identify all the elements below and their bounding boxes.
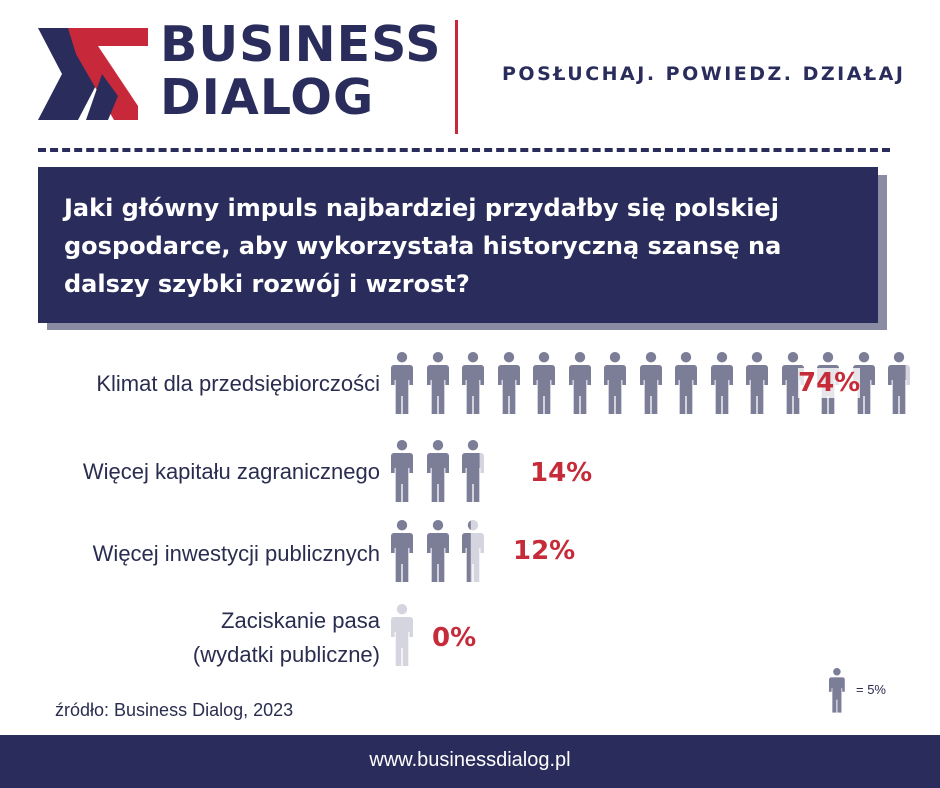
pictogram-person <box>710 352 733 419</box>
legend-text: = 5% <box>856 682 886 697</box>
person-icon <box>497 352 520 414</box>
category-label-line1: Zaciskanie pasa <box>221 608 380 633</box>
value-label: 12% <box>513 536 576 566</box>
person-icon <box>533 352 555 414</box>
tagline: POSŁUCHAJ. POWIEDZ. DZIAŁAJ <box>502 63 906 85</box>
person-icon <box>604 352 626 414</box>
value-label: 14% <box>530 458 593 488</box>
pictogram-person <box>391 352 413 419</box>
brand-line2: DIALOG <box>160 69 375 126</box>
category-label: Więcej kapitału zagranicznego <box>82 459 380 484</box>
person-icon <box>639 352 662 414</box>
header-divider <box>455 20 458 134</box>
person-icon <box>710 352 733 414</box>
person-icon <box>888 352 910 414</box>
person-icon <box>675 352 697 414</box>
source-note: źródło: Business Dialog, 2023 <box>55 700 294 720</box>
person-icon <box>829 668 845 713</box>
pictogram-person <box>533 352 555 419</box>
pictogram-person <box>391 604 413 671</box>
value-label: 0% <box>432 623 477 653</box>
brand-name: BUSINESS DIALOG <box>160 18 442 124</box>
person-icon <box>391 520 413 582</box>
person-icon <box>462 520 484 582</box>
category-label-line2: (wydatki publiczne) <box>192 642 380 667</box>
value-label: 74% <box>798 368 861 398</box>
brand-line1: BUSINESS <box>160 16 442 73</box>
legend: = 5% <box>829 668 909 713</box>
category-label: Klimat dla przedsiębiorczości <box>96 371 380 396</box>
pictogram-person <box>426 520 449 587</box>
person-icon <box>391 352 413 414</box>
pictogram-person <box>888 352 910 419</box>
dashed-separator <box>38 148 890 152</box>
pictogram-person <box>568 352 591 419</box>
pictogram-person <box>426 440 449 507</box>
pictogram-person <box>746 352 768 419</box>
person-icon <box>426 520 449 582</box>
person-icon <box>568 352 591 414</box>
pictogram-person <box>852 352 875 419</box>
category-label: Więcej inwestycji publicznych <box>92 541 380 566</box>
person-icon <box>426 352 449 414</box>
question-text: Jaki główny impuls najbardziej przydałby… <box>64 194 782 298</box>
category-label: Zaciskanie pasa (wydatki publiczne) <box>193 604 380 672</box>
pictogram-person <box>675 352 697 419</box>
person-icon <box>426 440 449 502</box>
pictogram-person <box>639 352 662 419</box>
person-icon <box>852 352 875 414</box>
pictogram-person <box>462 520 484 587</box>
footer: www.businessdialog.pl <box>0 735 940 788</box>
person-icon <box>391 440 413 502</box>
pictogram-person <box>462 440 484 507</box>
pictogram-person <box>426 352 449 419</box>
pictogram-person <box>391 440 413 507</box>
pictogram-person <box>781 352 804 419</box>
footer-url[interactable]: www.businessdialog.pl <box>369 749 571 771</box>
person-icon <box>391 604 413 666</box>
pictogram-person <box>497 352 520 419</box>
pictogram-person <box>391 520 413 587</box>
person-icon <box>746 352 768 414</box>
pictogram-person <box>604 352 626 419</box>
legend-person-icon <box>829 668 845 718</box>
pictogram-person <box>462 352 484 419</box>
person-icon <box>462 352 484 414</box>
person-icon <box>462 440 484 502</box>
question-box: Jaki główny impuls najbardziej przydałby… <box>38 167 878 323</box>
person-icon <box>781 352 804 414</box>
logo-icon <box>38 28 148 120</box>
